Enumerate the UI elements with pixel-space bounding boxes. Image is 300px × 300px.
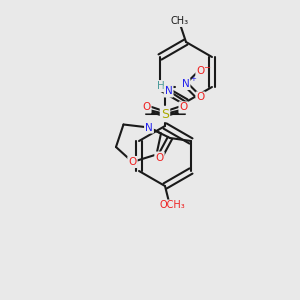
Text: OCH₃: OCH₃ bbox=[160, 200, 185, 211]
Text: O: O bbox=[128, 157, 136, 167]
Text: +: + bbox=[191, 76, 197, 82]
Text: S: S bbox=[161, 107, 169, 121]
Text: O: O bbox=[196, 65, 205, 76]
Text: O: O bbox=[196, 92, 205, 103]
Text: N: N bbox=[182, 79, 189, 89]
Text: O: O bbox=[179, 102, 188, 112]
Text: N: N bbox=[165, 86, 172, 97]
Text: −: − bbox=[203, 63, 210, 72]
Text: N: N bbox=[145, 122, 153, 133]
Text: H: H bbox=[157, 81, 165, 91]
Text: O: O bbox=[155, 152, 164, 163]
Text: CH₃: CH₃ bbox=[171, 16, 189, 26]
Text: O: O bbox=[142, 102, 151, 112]
